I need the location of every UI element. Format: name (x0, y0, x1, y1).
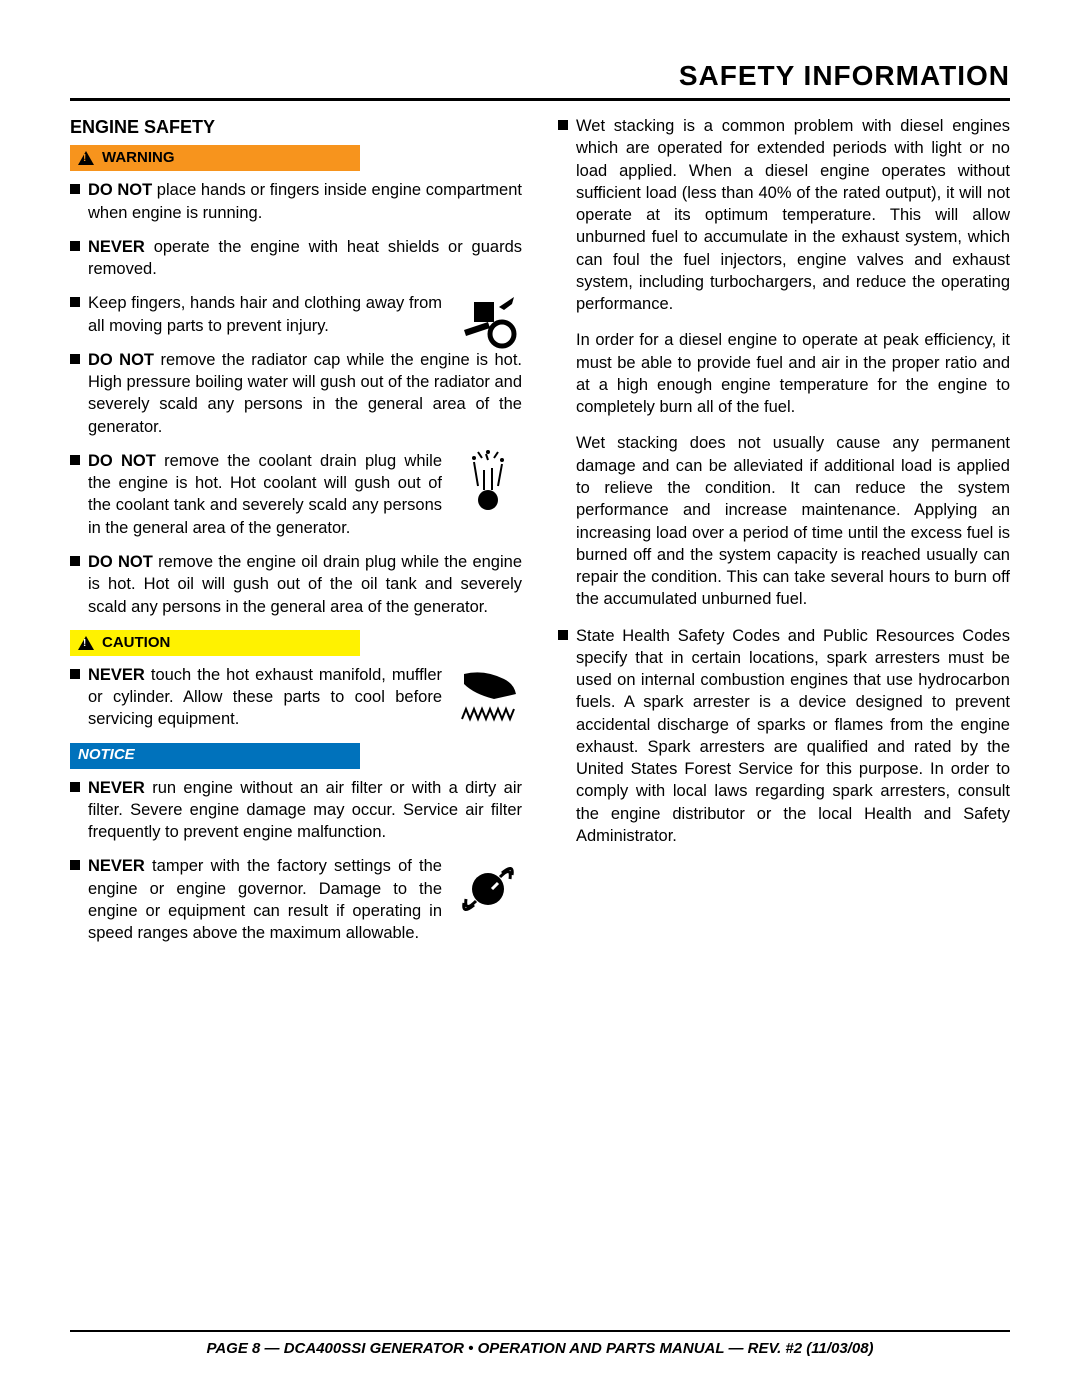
notice-label: NOTICE (78, 745, 135, 765)
paragraph: Wet stacking does not usually cause any … (576, 432, 1010, 610)
right-list: Wet stacking is a common problem with di… (558, 115, 1010, 847)
alert-triangle-icon (78, 151, 94, 165)
governor-icon (454, 855, 522, 923)
section-heading: ENGINE SAFETY (70, 115, 522, 139)
right-column: Wet stacking is a common problem with di… (558, 115, 1010, 956)
list-item: DO NOT place hands or fingers inside eng… (70, 179, 522, 224)
alert-triangle-icon (78, 636, 94, 650)
list-item: DO NOT remove the coolant drain plug whi… (70, 450, 522, 539)
caution-list: NEVER touch the hot exhaust manifold, mu… (70, 664, 522, 731)
list-item: DO NOT remove the radiator cap while the… (70, 349, 522, 438)
bold-term: DO NOT (88, 351, 154, 369)
list-item: DO NOT remove the engine oil drain plug … (70, 551, 522, 618)
bold-term: NEVER (88, 666, 145, 684)
hot-surface-icon (454, 664, 522, 732)
list-item: State Health Safety Codes and Public Res… (558, 625, 1010, 848)
item-text: Wet stacking is a common problem with di… (576, 117, 1010, 313)
bold-term: NEVER (88, 238, 145, 256)
warning-bar: WARNING (70, 145, 360, 171)
hot-liquid-icon (454, 450, 522, 518)
bold-term: NEVER (88, 779, 145, 797)
paragraph: In order for a diesel engine to operate … (576, 329, 1010, 418)
list-item: NEVER tamper with the factory settings o… (70, 855, 522, 944)
bold-term: DO NOT (88, 452, 156, 470)
content-columns: ENGINE SAFETY WARNING DO NOT place hands… (70, 115, 1010, 956)
item-text: run engine without an air filter or with… (88, 779, 522, 842)
list-item: NEVER operate the engine with heat shiel… (70, 236, 522, 281)
bold-term: DO NOT (88, 553, 153, 571)
list-item: Keep fingers, hands hair and clothing aw… (70, 292, 522, 337)
left-column: ENGINE SAFETY WARNING DO NOT place hands… (70, 115, 522, 956)
item-text: place hands or fingers inside engine com… (88, 181, 522, 221)
caution-label: CAUTION (102, 633, 170, 653)
page-title: SAFETY INFORMATION (70, 60, 1010, 101)
warning-list: DO NOT place hands or fingers inside eng… (70, 179, 522, 618)
caution-bar: CAUTION (70, 630, 360, 656)
bold-term: NEVER (88, 857, 145, 875)
notice-list: NEVER run engine without an air filter o… (70, 777, 522, 945)
item-text: remove the engine oil drain plug while t… (88, 553, 522, 616)
notice-bar: NOTICE (70, 743, 360, 769)
bold-term: DO NOT (88, 181, 152, 199)
list-item: Wet stacking is a common problem with di… (558, 115, 1010, 611)
page-footer: PAGE 8 — DCA400SSI GENERATOR • OPERATION… (70, 1330, 1010, 1357)
item-text: Keep fingers, hands hair and clothing aw… (88, 294, 442, 334)
item-text: State Health Safety Codes and Public Res… (576, 627, 1010, 845)
item-text: operate the engine with heat shields or … (88, 238, 522, 278)
item-text: remove the radiator cap while the engine… (88, 351, 522, 436)
warning-label: WARNING (102, 148, 175, 168)
list-item: NEVER touch the hot exhaust manifold, mu… (70, 664, 522, 731)
list-item: NEVER run engine without an air filter o… (70, 777, 522, 844)
